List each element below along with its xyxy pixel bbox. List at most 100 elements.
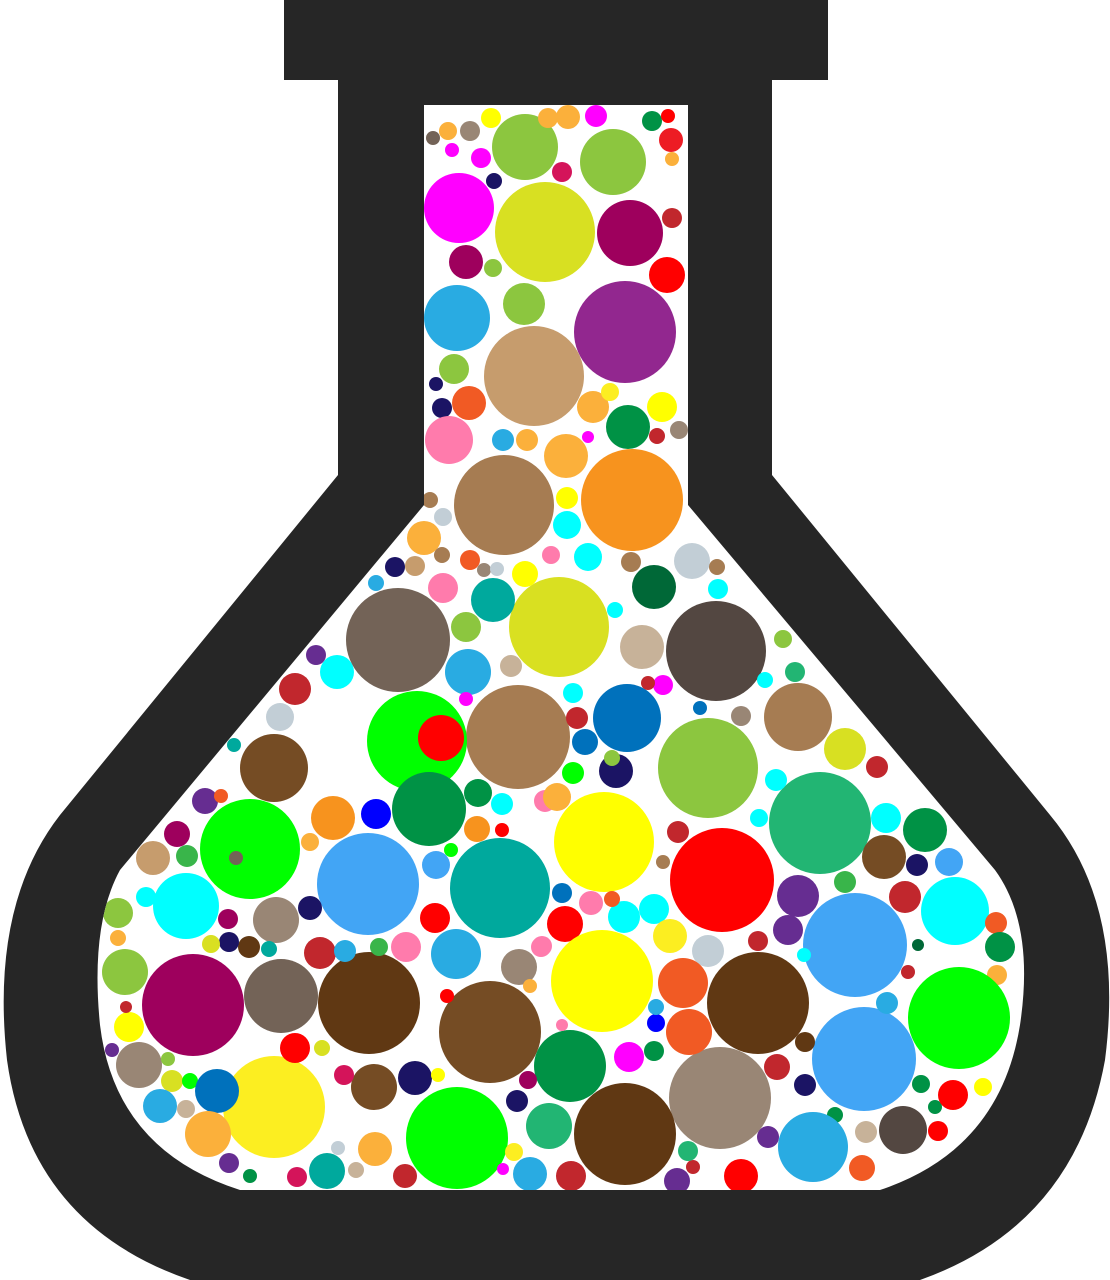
bubble xyxy=(647,392,677,422)
bubble xyxy=(879,1106,927,1154)
bubble xyxy=(556,487,578,509)
bubble xyxy=(450,838,550,938)
bubble xyxy=(490,562,504,576)
bubble xyxy=(449,245,483,279)
bubble xyxy=(440,989,454,1003)
bubble xyxy=(653,919,687,953)
bubble xyxy=(266,703,294,731)
bubble xyxy=(431,1068,445,1082)
bubble xyxy=(608,901,640,933)
bubble xyxy=(466,685,570,789)
bubble xyxy=(439,981,541,1083)
bubble xyxy=(769,772,871,874)
bubble xyxy=(182,1073,198,1089)
bubble xyxy=(503,283,545,325)
bubble xyxy=(434,508,452,526)
bubble xyxy=(358,1132,392,1166)
bubble xyxy=(642,111,662,131)
bubble xyxy=(287,1167,307,1187)
bubble xyxy=(506,1090,528,1112)
bubble xyxy=(320,655,354,689)
bubble xyxy=(317,833,419,935)
bubble xyxy=(658,958,708,1008)
bubble xyxy=(644,1041,664,1061)
bubble xyxy=(908,967,1010,1069)
bubble xyxy=(574,543,602,571)
bubble xyxy=(707,952,809,1054)
bubble xyxy=(445,649,491,695)
bubble xyxy=(778,1112,848,1182)
bubble xyxy=(708,579,728,599)
bubble xyxy=(368,575,384,591)
bubble xyxy=(407,521,441,555)
bubble xyxy=(580,129,646,195)
bubble xyxy=(385,557,405,577)
bubble xyxy=(985,932,1015,962)
bubble xyxy=(431,929,481,979)
bubble xyxy=(974,1078,992,1096)
bubble xyxy=(495,823,509,837)
bubble xyxy=(428,573,458,603)
bubble xyxy=(279,673,311,705)
bubble xyxy=(500,655,522,677)
bubble xyxy=(492,114,558,180)
bubble xyxy=(903,808,947,852)
bubble xyxy=(876,992,898,1014)
bubble xyxy=(454,455,554,555)
bubble xyxy=(460,121,480,141)
bubble xyxy=(653,675,673,695)
bubble xyxy=(477,563,491,577)
bubble xyxy=(418,715,464,761)
bubble xyxy=(200,799,300,899)
bubble xyxy=(547,906,583,942)
bubble xyxy=(556,105,580,129)
bubble xyxy=(452,386,486,420)
bubble xyxy=(834,871,856,893)
bubble xyxy=(656,855,670,869)
bubble xyxy=(505,1143,523,1161)
bubble xyxy=(143,1089,177,1123)
bubble xyxy=(797,948,811,962)
bubble xyxy=(935,848,963,876)
bubble xyxy=(420,903,450,933)
bubble xyxy=(370,938,388,956)
bubble xyxy=(177,1100,195,1118)
bubble xyxy=(554,792,654,892)
bubble xyxy=(393,1164,417,1188)
bubble xyxy=(361,799,391,829)
bubble xyxy=(824,728,866,770)
bubble xyxy=(674,543,710,579)
bubble xyxy=(552,162,572,182)
bubble xyxy=(662,208,682,228)
bubble xyxy=(928,1100,942,1114)
bubble xyxy=(871,803,901,833)
bubble xyxy=(348,1162,364,1178)
bubble xyxy=(392,772,466,846)
bubble xyxy=(219,932,239,952)
bubble xyxy=(334,940,356,962)
bubble xyxy=(301,833,319,851)
bubble xyxy=(346,588,450,692)
bubble xyxy=(785,662,805,682)
bubble xyxy=(614,1042,644,1072)
bubble xyxy=(601,383,619,401)
bubble xyxy=(665,152,679,166)
bubble xyxy=(866,756,888,778)
bubble xyxy=(664,1168,690,1190)
bubble xyxy=(604,750,620,766)
bubble xyxy=(777,875,819,917)
bubble xyxy=(391,932,421,962)
bubble xyxy=(492,429,514,451)
bubble xyxy=(103,898,133,928)
bubble xyxy=(562,762,584,784)
bubble xyxy=(309,1153,345,1189)
bubble xyxy=(142,954,244,1056)
bubble xyxy=(161,1070,183,1092)
bubble xyxy=(311,796,355,840)
bubble xyxy=(519,1071,537,1089)
bubble xyxy=(484,259,502,277)
bubble xyxy=(607,602,623,618)
bubble xyxy=(693,701,707,715)
bubble xyxy=(116,1042,162,1088)
bubble xyxy=(318,952,420,1054)
